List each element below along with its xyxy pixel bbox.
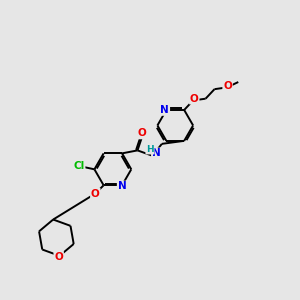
- Text: O: O: [223, 81, 232, 91]
- Text: O: O: [190, 94, 199, 104]
- Text: N: N: [118, 182, 126, 191]
- Text: N: N: [152, 148, 161, 158]
- Text: O: O: [54, 252, 63, 262]
- Text: N: N: [160, 105, 169, 115]
- Text: Cl: Cl: [73, 161, 85, 171]
- Text: H: H: [146, 145, 154, 154]
- Text: O: O: [138, 128, 146, 138]
- Text: O: O: [91, 189, 100, 199]
